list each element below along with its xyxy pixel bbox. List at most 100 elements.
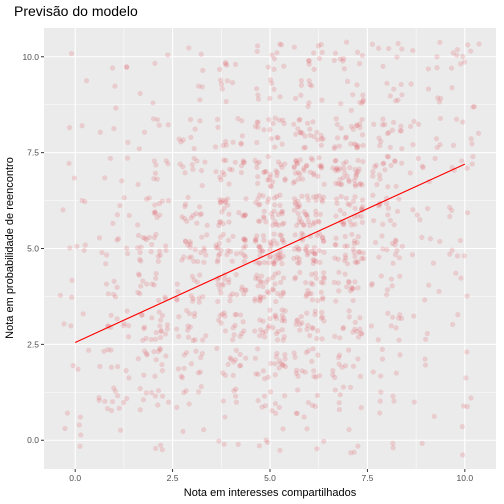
data-point [318, 289, 324, 295]
data-point [311, 219, 317, 225]
data-point [359, 132, 366, 138]
data-point [297, 269, 303, 276]
data-point [315, 137, 321, 143]
data-point [434, 54, 440, 60]
data-point [153, 231, 159, 237]
data-point [279, 209, 285, 215]
data-point [222, 199, 228, 206]
data-point [194, 279, 201, 285]
data-point [348, 141, 354, 147]
data-point [279, 307, 285, 313]
data-point [397, 312, 403, 318]
data-point [376, 172, 383, 178]
data-point [69, 50, 75, 57]
data-point [359, 52, 365, 59]
data-point [257, 218, 263, 224]
data-point [393, 183, 399, 189]
data-point [255, 180, 261, 187]
data-point [105, 291, 111, 297]
data-point [319, 49, 325, 55]
data-point [218, 199, 224, 205]
data-point [296, 260, 302, 266]
data-point [192, 337, 198, 343]
data-point [138, 244, 144, 250]
data-point [333, 116, 339, 122]
data-point [157, 323, 163, 329]
data-point [268, 184, 274, 190]
data-point [355, 234, 361, 240]
data-point [232, 159, 238, 165]
data-point [151, 234, 158, 241]
data-point [351, 238, 358, 244]
data-point [255, 276, 261, 282]
data-point [341, 221, 347, 227]
data-point [275, 252, 281, 258]
data-point [464, 210, 471, 216]
data-point [239, 330, 245, 337]
data-point [280, 362, 286, 368]
data-point [295, 210, 301, 217]
data-point [336, 361, 342, 367]
data-point [357, 315, 363, 321]
data-point [280, 426, 286, 432]
data-point [391, 222, 397, 228]
data-point [343, 134, 349, 140]
data-point [294, 318, 300, 324]
data-point [217, 66, 223, 72]
data-point [409, 252, 416, 258]
data-point [278, 361, 284, 367]
data-point [309, 83, 315, 89]
data-point [398, 315, 405, 322]
data-point [241, 236, 247, 242]
data-point [297, 116, 303, 122]
data-point [239, 287, 245, 293]
data-point [225, 202, 231, 208]
data-point [256, 202, 262, 208]
data-point [241, 328, 247, 334]
data-point [230, 337, 236, 343]
data-point [296, 117, 302, 123]
data-point [309, 297, 315, 303]
data-point [187, 324, 194, 330]
data-point [114, 316, 120, 322]
data-point [294, 254, 300, 261]
data-point [376, 254, 382, 260]
data-point [271, 56, 278, 62]
data-point [140, 278, 146, 284]
data-point [219, 311, 225, 317]
data-point [238, 163, 245, 169]
data-point [138, 283, 144, 289]
data-point [298, 78, 304, 84]
data-point [431, 413, 437, 419]
data-point [241, 159, 247, 165]
data-point [419, 234, 425, 240]
data-point [270, 325, 276, 331]
data-point [254, 164, 260, 170]
data-point [221, 276, 228, 282]
data-point [346, 278, 352, 285]
data-point [180, 164, 186, 170]
data-point [311, 66, 317, 72]
data-point [279, 317, 285, 324]
data-point [227, 249, 234, 255]
data-point [296, 204, 302, 210]
data-point [237, 363, 243, 369]
data-point [257, 333, 263, 339]
data-point [163, 158, 169, 164]
data-point [135, 271, 142, 277]
data-point [387, 93, 393, 99]
data-point [309, 271, 315, 277]
data-point [121, 320, 127, 326]
data-point [304, 212, 310, 218]
data-point [159, 312, 166, 319]
data-point [156, 201, 162, 207]
data-point [111, 125, 117, 132]
data-point [333, 213, 339, 219]
data-point [305, 399, 311, 406]
data-point [293, 370, 299, 376]
data-point [372, 239, 379, 246]
data-point [153, 329, 159, 336]
data-point [336, 352, 343, 358]
data-point [202, 159, 208, 165]
